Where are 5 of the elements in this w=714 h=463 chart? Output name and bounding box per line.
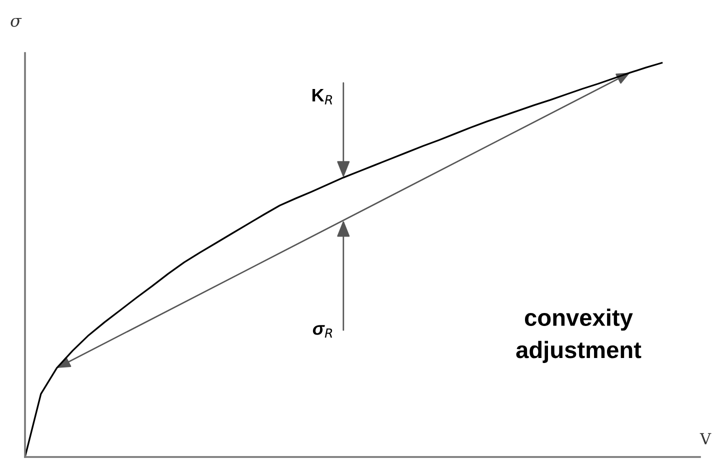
x-axis-title: V bbox=[700, 433, 712, 444]
annotation: K$_{R}$ bbox=[312, 88, 332, 104]
annotation: σ$_{R}$ bbox=[312, 325, 332, 338]
y-axis-title: σ bbox=[10, 18, 22, 27]
annotation: convexity adjustment bbox=[516, 308, 642, 363]
